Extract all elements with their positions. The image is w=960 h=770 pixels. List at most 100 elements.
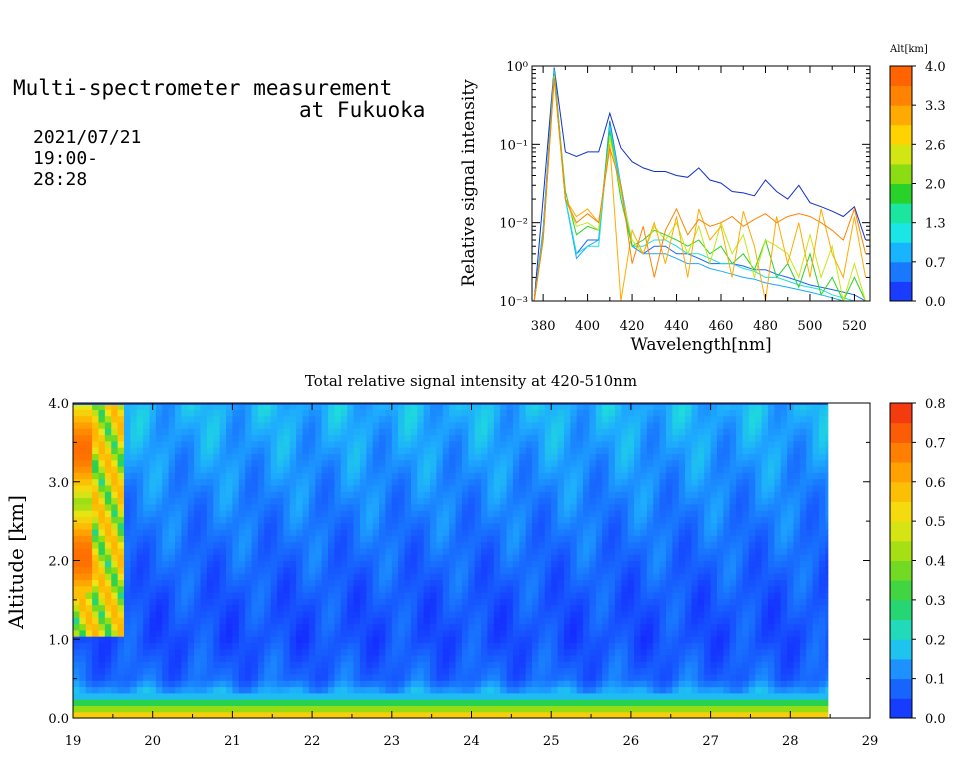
heatmap-cell [175, 680, 182, 688]
heatmap-cell [155, 421, 163, 429]
heatmap-cell [238, 686, 246, 694]
heatmap-cell [551, 535, 559, 543]
heatmap-cell [162, 503, 170, 511]
heatmap-cell [226, 705, 233, 713]
heatmap-cell [194, 421, 202, 429]
heatmap-cell [79, 692, 87, 700]
heatmap-cell [398, 421, 406, 429]
heatmap-cell [334, 667, 342, 675]
heatmap-cell [653, 529, 661, 536]
heatmap-cell [79, 491, 87, 499]
heatmap-cell [245, 592, 253, 599]
heatmap-cell [340, 692, 348, 700]
heatmap-cell [614, 484, 622, 492]
heatmap-cell [423, 610, 431, 618]
heatmap-cell [289, 529, 297, 536]
heatmap-cell [589, 466, 597, 473]
heatmap-cell [315, 484, 323, 492]
heatmap-cell [404, 655, 412, 662]
heatmap-cell [678, 497, 686, 505]
heatmap-cell [557, 623, 565, 631]
heatmap-cell [519, 629, 527, 637]
heatmap-cell [257, 705, 265, 713]
heatmap-cell [493, 604, 501, 612]
heatmap-cell [672, 655, 680, 662]
heatmap-cell [117, 604, 125, 612]
heatmap-cell [500, 667, 508, 675]
heatmap-cell [321, 428, 329, 436]
heatmap-cell [449, 403, 457, 410]
heatmap-cell [487, 472, 495, 480]
heatmap-cell [468, 440, 476, 448]
heatmap-cell [468, 692, 476, 700]
heatmap-cell [506, 705, 514, 713]
heatmap-cell [634, 516, 642, 524]
heatmap-cell [181, 579, 189, 587]
heatmap-cell [213, 667, 221, 675]
heatmap-cell [532, 516, 540, 524]
heatmap-cell [640, 447, 648, 454]
heatmap-cell [359, 491, 367, 499]
heatmap-cell [238, 535, 246, 543]
heatmap-cell [589, 692, 597, 700]
heatmap-cell [73, 629, 80, 637]
heatmap-cell [487, 642, 495, 650]
heatmap-cell [608, 434, 616, 442]
heatmap-cell [219, 478, 227, 486]
heatmap-cell [602, 560, 610, 568]
heatmap-cell [525, 510, 533, 517]
heatmap-cell [512, 598, 520, 606]
heatmap-cell [640, 484, 648, 492]
heatmap-cell [104, 510, 112, 517]
heatmap-cell [200, 560, 208, 568]
heatmap-cell [104, 453, 112, 461]
heatmap-cell [366, 491, 374, 499]
heatmap-cell [302, 648, 310, 656]
heatmap-cell [493, 705, 501, 713]
heatmap-cell [646, 478, 654, 486]
heatmap-cell [417, 598, 425, 606]
heatmap-cell [219, 541, 227, 549]
heatmap-cell [73, 680, 80, 688]
heatmap-cell [168, 573, 176, 580]
heatmap-cell [468, 453, 476, 461]
heatmap-cell [570, 535, 578, 543]
heatmap-cell [519, 522, 527, 530]
heatmap-cell [257, 484, 265, 492]
heatmap-cell [481, 655, 489, 662]
heatmap-cell [187, 503, 195, 511]
heatmap-cell [455, 516, 463, 524]
heatmap-cell [455, 447, 463, 454]
heatmap-cell [289, 466, 297, 473]
heatmap-cell [359, 503, 367, 511]
heatmap-cell [442, 610, 450, 618]
heatmap-cell [232, 472, 240, 480]
heatmap-cell [678, 579, 686, 587]
heatmap-cell [92, 629, 100, 637]
heatmap-cell [570, 636, 578, 643]
heatmap-cell [614, 466, 622, 473]
heatmap-cell [532, 705, 540, 713]
altitude-colorbar: 0.00.71.32.02.63.34.0 [889, 60, 946, 310]
heatmap-cell [653, 453, 661, 461]
heatmap-cell [500, 428, 508, 436]
heatmap-cell [302, 661, 310, 669]
heatmap-cell [194, 648, 202, 656]
heatmap-cell [283, 478, 291, 486]
heatmap-cell [117, 573, 125, 580]
heatmap-cell [359, 478, 367, 486]
heatmap-cell [200, 491, 208, 499]
heatmap-cell [124, 415, 131, 423]
heatmap-cell [430, 592, 438, 599]
heatmap-cell [117, 648, 125, 656]
heatmap-cell [149, 617, 157, 625]
heatmap-cell [430, 604, 438, 612]
heatmap-cell [430, 585, 438, 593]
heatmap-cell [315, 434, 323, 442]
heatmap-cell [570, 459, 578, 467]
heatmap-cell [143, 610, 151, 618]
heatmap-cell [270, 617, 278, 625]
heatmap-cell [340, 623, 348, 631]
heatmap-cell [245, 604, 253, 612]
heatmap-cell [379, 447, 387, 454]
